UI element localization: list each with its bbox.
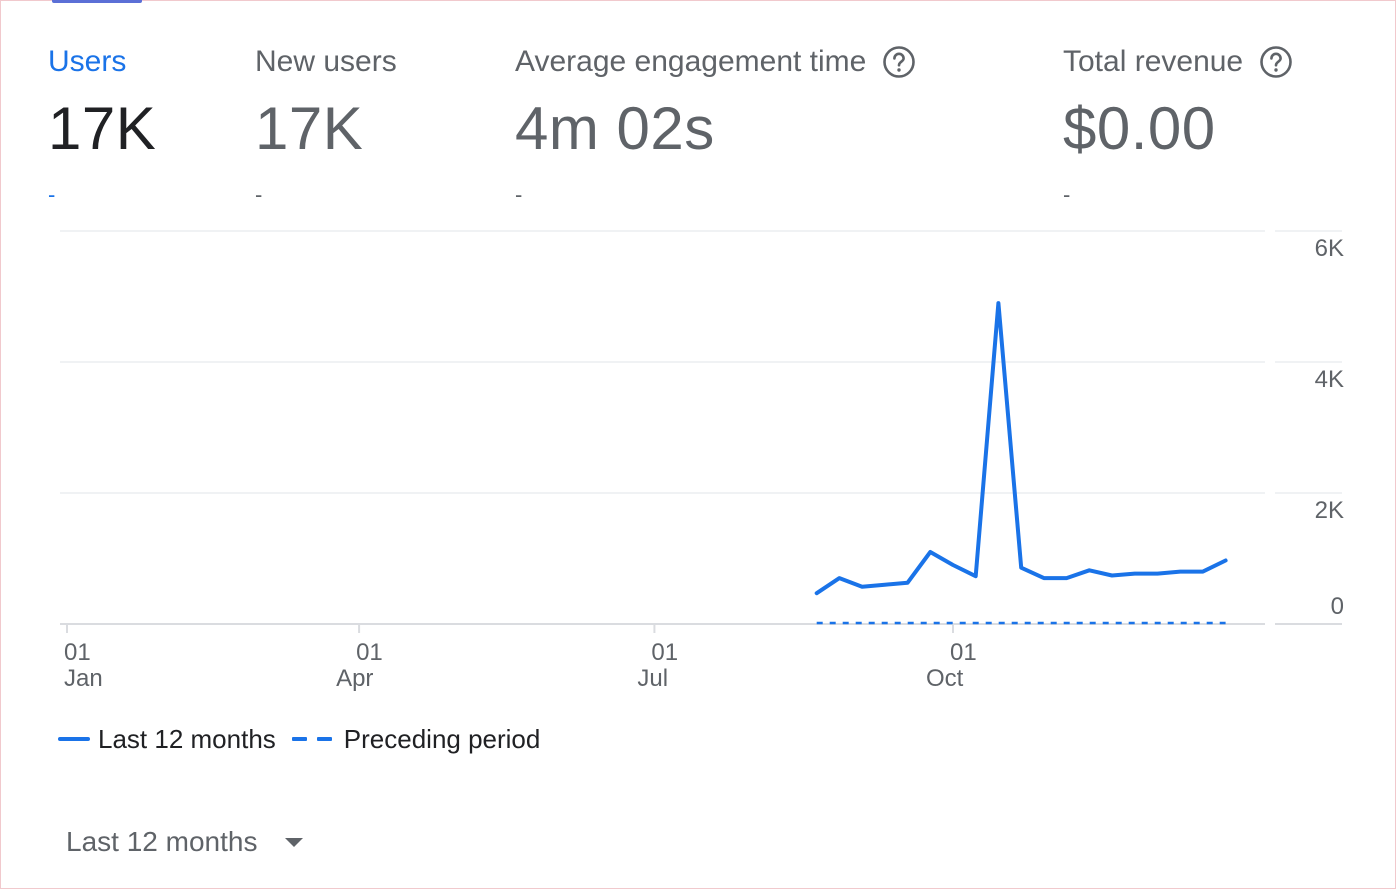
metric-label-text: Average engagement time — [515, 45, 867, 78]
date-range-dropdown[interactable]: Last 12 months — [66, 826, 304, 858]
legend-swatch-solid — [58, 737, 90, 741]
metric-value: $0.00 — [1063, 95, 1216, 162]
series-line-last-12-months — [814, 301, 1228, 596]
x-tick-day-label: 01 — [950, 639, 977, 666]
legend-swatch-dashed — [291, 737, 332, 741]
metric-delta: - — [1063, 182, 1071, 207]
metric-delta: - — [48, 182, 56, 207]
metric-label: Users — [48, 40, 156, 84]
y-tick-label: 6K — [1315, 235, 1344, 262]
metric-label-text: Total revenue — [1063, 45, 1244, 78]
metric-delta: - — [515, 182, 523, 207]
x-tick-day-label: 01 — [64, 639, 91, 666]
metric-tab-new-users[interactable]: New users 17K - — [255, 40, 397, 206]
y-tick-label: 0 — [1331, 593, 1344, 620]
active-metric-indicator — [52, 0, 142, 3]
x-tick-month-label: Jan — [64, 665, 103, 692]
y-tick-label: 4K — [1315, 366, 1344, 393]
metric-value: 17K — [48, 95, 157, 162]
metric-value: 4m 02s — [515, 95, 715, 162]
chart-legend: Last 12 months Preceding period — [58, 722, 540, 756]
chevron-down-icon — [285, 837, 304, 847]
metric-label: New users — [255, 40, 397, 84]
x-tick-day-label: 01 — [356, 639, 383, 666]
x-tick-month-label: Jul — [637, 665, 668, 692]
chart-y-axis: 0 2K 4K 6K — [1315, 235, 1344, 620]
chart-series — [814, 301, 1228, 625]
help-icon[interactable] — [882, 45, 916, 79]
metric-label: Total revenue — [1063, 40, 1293, 84]
metric-delta: - — [255, 182, 263, 207]
metric-label: Average engagement time — [515, 40, 916, 84]
metric-tab-total-revenue[interactable]: Total revenue $0.00 - — [1063, 40, 1293, 206]
x-tick-day-label: 01 — [651, 639, 678, 666]
chart-grid — [60, 230, 1342, 625]
legend-item-preceding-period: Preceding period — [343, 723, 541, 754]
metric-tab-average-engagement-time[interactable]: Average engagement time 4m 02s - — [515, 40, 916, 206]
metric-label-text: Users — [48, 45, 127, 78]
y-tick-label: 2K — [1315, 497, 1344, 524]
legend-item-last-12-months: Last 12 months — [98, 723, 276, 754]
x-tick-month-label: Apr — [336, 665, 373, 692]
metric-value: 17K — [255, 95, 364, 162]
help-icon[interactable] — [1259, 45, 1293, 79]
metric-label-text: New users — [255, 45, 397, 78]
metric-tab-users[interactable]: Users 17K - — [48, 40, 156, 206]
date-range-value: Last 12 months — [66, 826, 258, 857]
x-tick-month-label: Oct — [926, 665, 964, 692]
